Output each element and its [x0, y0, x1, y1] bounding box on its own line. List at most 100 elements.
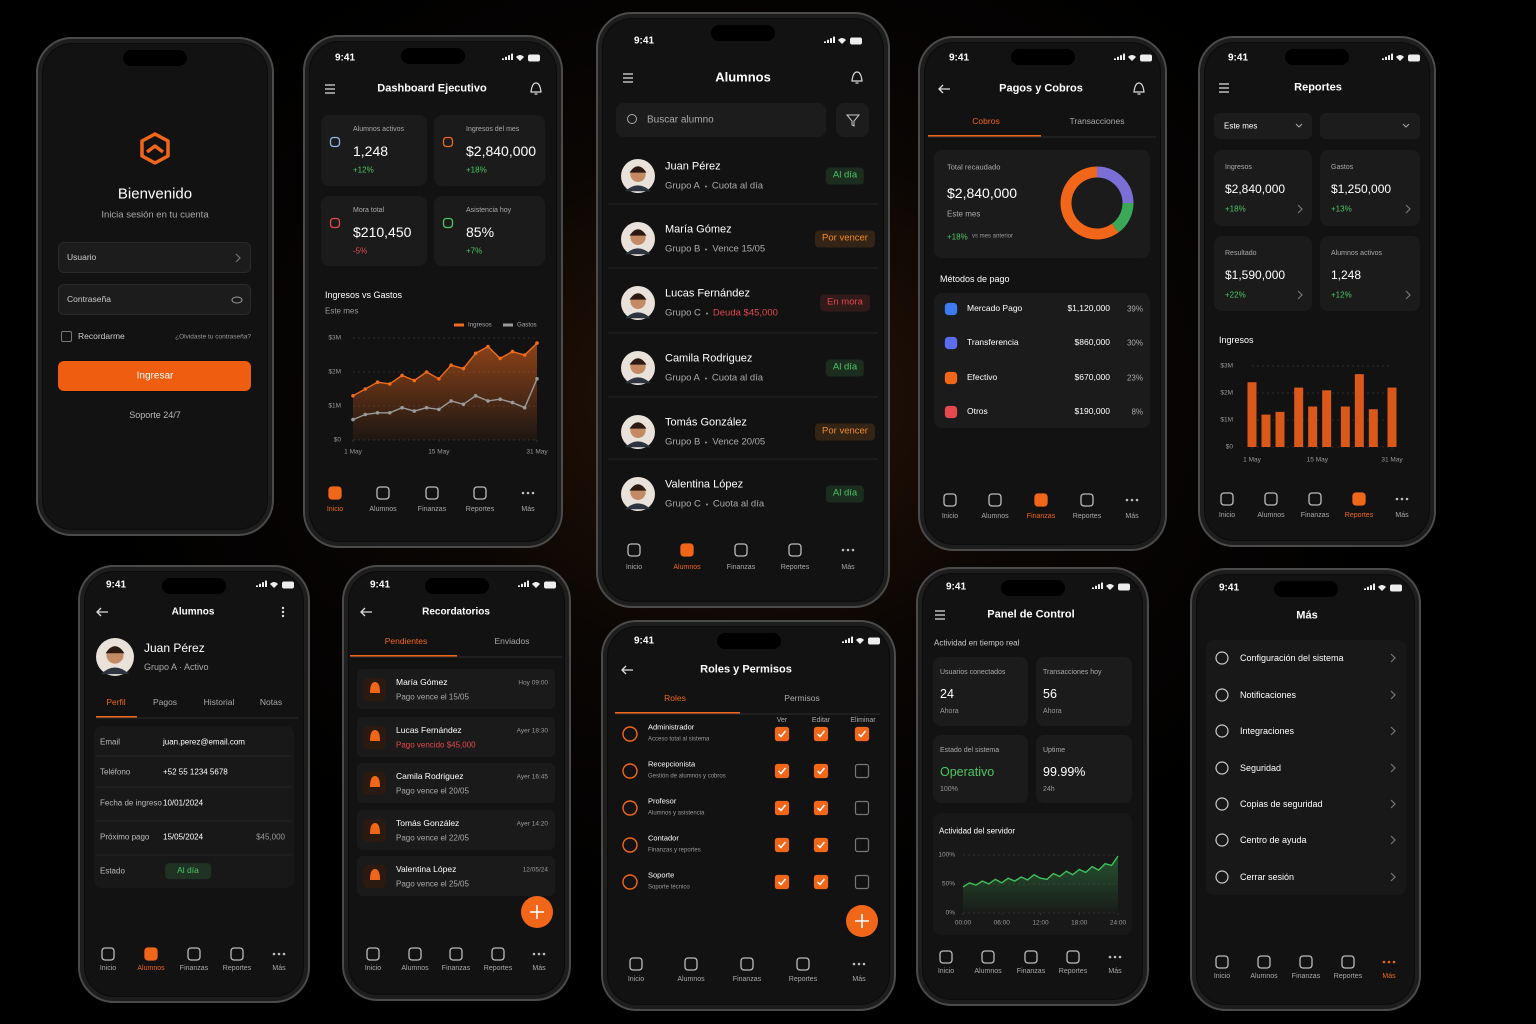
tab[interactable]: Transacciones — [1069, 116, 1125, 127]
nav-item[interactable]: Más — [1125, 512, 1139, 520]
nav-item[interactable]: Finanzas — [417, 505, 447, 513]
tab[interactable]: Pagos — [152, 697, 178, 708]
nav-item[interactable]: Alumnos — [1257, 511, 1285, 519]
menu-item[interactable]: Copias de seguridad — [1240, 798, 1323, 809]
nav-item[interactable]: Más — [272, 964, 286, 972]
nav-item[interactable]: Inicio — [364, 964, 382, 972]
reminder-card[interactable] — [357, 717, 555, 757]
nav-item[interactable]: Más — [532, 964, 546, 972]
nav-item[interactable]: Finanzas — [732, 975, 762, 983]
nav-item[interactable]: Inicio — [326, 505, 344, 513]
student-name[interactable]: María Gómez — [665, 223, 732, 236]
nav-item[interactable]: Finanzas — [1291, 972, 1321, 980]
nav-item[interactable]: Más — [521, 505, 535, 513]
input[interactable] — [58, 242, 251, 273]
nav-item[interactable]: Reportes — [483, 964, 513, 972]
nav-item[interactable]: Inicio — [937, 967, 955, 975]
tab[interactable]: Cobros — [972, 116, 1000, 127]
nav-item[interactable]: Inicio — [625, 563, 643, 571]
nav-item[interactable]: Reportes — [1344, 511, 1374, 519]
checkbox[interactable] — [774, 874, 790, 890]
reminder-card[interactable] — [357, 856, 555, 896]
menu-item[interactable]: Notificaciones — [1240, 689, 1297, 700]
kpi-card[interactable] — [1214, 150, 1312, 226]
nav-item[interactable]: Reportes — [780, 563, 810, 571]
nav-item[interactable]: Más — [1108, 967, 1122, 975]
checkbox[interactable] — [813, 874, 829, 890]
kpi-card[interactable] — [1320, 236, 1420, 311]
tab[interactable]: Roles — [664, 693, 686, 704]
nav-item[interactable]: Finanzas — [1300, 511, 1330, 519]
reminder-card[interactable] — [357, 810, 555, 850]
menu-item[interactable]: Cerrar sesión — [1240, 871, 1295, 882]
checkbox[interactable] — [854, 874, 870, 890]
nav-item[interactable]: Reportes — [222, 964, 252, 972]
nav-item[interactable]: Alumnos — [369, 505, 397, 513]
reminder-card[interactable] — [357, 669, 555, 709]
nav-item[interactable]: Alumnos — [677, 975, 705, 983]
search-input[interactable] — [616, 103, 826, 137]
nav-item[interactable]: Inicio — [1218, 511, 1236, 519]
checkbox[interactable] — [813, 800, 829, 816]
dropdown[interactable] — [1320, 113, 1420, 139]
checkbox[interactable] — [61, 331, 72, 342]
tab[interactable]: Permisos — [784, 693, 820, 704]
login-button[interactable] — [58, 361, 251, 391]
nav-item[interactable]: Inicio — [1213, 972, 1231, 980]
nav-item[interactable]: Finanzas — [441, 964, 471, 972]
checkbox[interactable] — [854, 763, 870, 779]
tab[interactable]: Historial — [203, 697, 235, 708]
nav-item[interactable]: Reportes — [1333, 972, 1363, 980]
nav-item[interactable]: Inicio — [627, 975, 645, 983]
student-name[interactable]: Tomás González — [665, 416, 747, 429]
nav-item[interactable]: Alumnos — [974, 967, 1002, 975]
nav-item[interactable]: Reportes — [465, 505, 495, 513]
filter-button[interactable] — [836, 103, 869, 137]
menu-item[interactable]: Centro de ayuda — [1240, 834, 1307, 845]
checkbox[interactable] — [774, 837, 790, 853]
reminder-card[interactable] — [357, 763, 555, 803]
checkbox[interactable] — [813, 837, 829, 853]
checkbox[interactable] — [854, 726, 870, 742]
checkbox[interactable] — [774, 800, 790, 816]
checkbox[interactable] — [774, 763, 790, 779]
nav-item[interactable]: Más — [852, 975, 866, 983]
nav-item[interactable]: Alumnos — [673, 563, 701, 571]
tab[interactable]: Notas — [259, 697, 283, 708]
nav-item[interactable]: Finanzas — [1016, 967, 1046, 975]
menu-item[interactable]: Configuración del sistema — [1240, 652, 1344, 663]
nav-item[interactable]: Finanzas — [1026, 512, 1056, 520]
link[interactable]: ¿Olvidaste tu contraseña? — [175, 333, 251, 341]
checkbox[interactable] — [854, 837, 870, 853]
checkbox[interactable] — [854, 800, 870, 816]
kpi-card[interactable] — [1214, 236, 1312, 311]
link[interactable]: Soporte 24/7 — [129, 409, 181, 420]
nav-item[interactable]: Finanzas — [179, 964, 209, 972]
nav-item[interactable]: Alumnos — [981, 512, 1009, 520]
nav-item[interactable]: Reportes — [788, 975, 818, 983]
input[interactable] — [58, 284, 251, 315]
nav-item[interactable]: Inicio — [99, 964, 117, 972]
nav-item[interactable]: Reportes — [1058, 967, 1088, 975]
tab[interactable]: Pendientes — [384, 636, 428, 647]
checkbox[interactable] — [813, 726, 829, 742]
nav-item[interactable]: Alumnos — [1250, 972, 1278, 980]
menu-item[interactable]: Integraciones — [1240, 725, 1295, 736]
student-name[interactable]: Valentina López — [665, 478, 744, 491]
dropdown[interactable] — [1214, 113, 1312, 139]
nav-item[interactable]: Más — [1395, 511, 1409, 519]
nav-item[interactable]: Reportes — [1072, 512, 1102, 520]
checkbox[interactable] — [813, 763, 829, 779]
kpi-card[interactable] — [1320, 150, 1420, 226]
nav-item[interactable]: Más — [841, 563, 855, 571]
tab[interactable]: Enviados — [494, 636, 530, 647]
nav-item[interactable]: Más — [1382, 972, 1396, 980]
nav-item[interactable]: Alumnos — [137, 964, 165, 972]
tab[interactable]: Perfil — [106, 697, 126, 708]
student-name[interactable]: Juan Pérez — [665, 160, 721, 173]
nav-item[interactable]: Alumnos — [401, 964, 429, 972]
student-name[interactable]: Camila Rodriguez — [665, 352, 753, 365]
menu-item[interactable]: Seguridad — [1240, 762, 1282, 773]
checkbox[interactable] — [774, 726, 790, 742]
student-name[interactable]: Lucas Fernández — [665, 287, 750, 300]
